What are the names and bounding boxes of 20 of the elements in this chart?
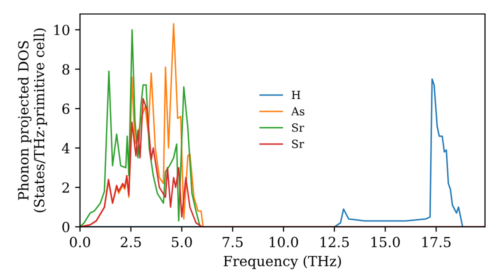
x-tick-label: 0.0 [70, 236, 90, 248]
x-axis-title: Frequency (THz) [224, 256, 341, 270]
x-tick-label: 17.5 [422, 236, 451, 248]
y-tick-label: 8 [62, 64, 70, 75]
y-tick-label: 10 [54, 24, 70, 36]
legend-label: H [292, 90, 300, 99]
y-tick-label: 0 [62, 222, 70, 232]
y-tick-label: 2 [62, 182, 69, 193]
y-tick-label: 6 [62, 104, 70, 114]
y-axis-title: Phonon projected DOS (States/THz·primitive cell) [18, 28, 48, 212]
legend-label: As [291, 107, 304, 116]
x-tick-label: 10.0 [270, 236, 298, 248]
x-tick-label: 2.5 [120, 236, 141, 248]
x-tick-label: 12.5 [320, 236, 349, 248]
x-tick-label: 15.0 [372, 236, 400, 248]
legend-label: Sr [292, 123, 304, 132]
y-tick-label: 4 [62, 142, 70, 154]
legend-label: Sr [292, 140, 304, 148]
x-tick-label: 5.0 [172, 236, 192, 248]
x-tick-label: 7.5 [222, 236, 243, 248]
